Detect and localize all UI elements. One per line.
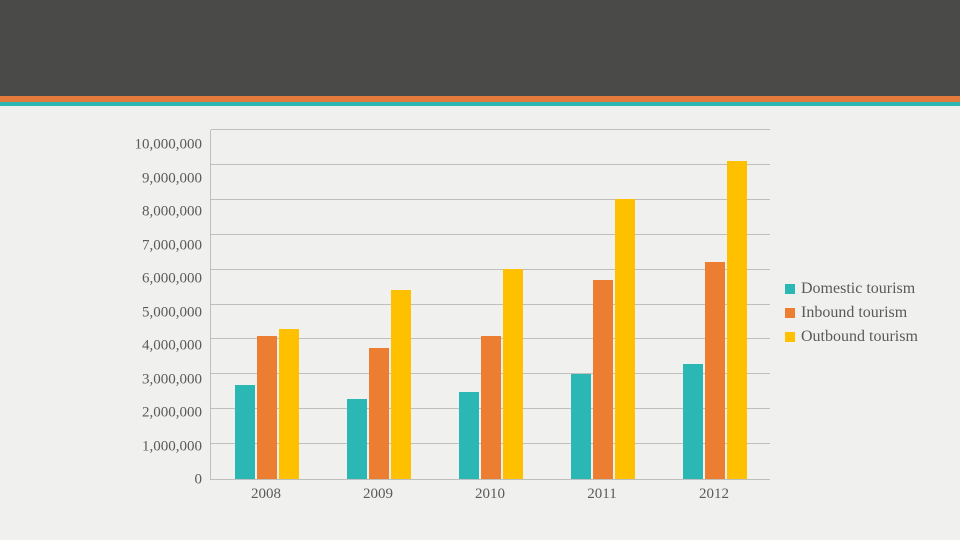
legend-swatch (785, 308, 795, 318)
header-band (0, 0, 960, 102)
y-tick-label: 3,000,000 (142, 372, 202, 387)
legend: Domestic tourism Inbound tourism Outbound … (785, 280, 918, 346)
bar-group (323, 130, 435, 479)
y-tick-label: 9,000,000 (142, 171, 202, 186)
x-axis-labels: 20082009201020112012 (210, 486, 770, 503)
y-tick-label: 8,000,000 (142, 205, 202, 220)
legend-swatch (785, 332, 795, 342)
bar (459, 392, 479, 480)
accent-line (0, 102, 960, 106)
y-tick-label: 5,000,000 (142, 305, 202, 320)
bar (593, 280, 613, 480)
legend-item: Domestic tourism (785, 280, 918, 298)
legend-label: Domestic tourism (801, 280, 915, 298)
legend-item: Inbound tourism (785, 304, 918, 322)
x-tick-label: 2008 (210, 486, 322, 503)
bar (279, 329, 299, 480)
y-tick-label: 1,000,000 (142, 439, 202, 454)
bar (705, 262, 725, 479)
x-tick-label: 2009 (322, 486, 434, 503)
bar (369, 348, 389, 479)
bar (481, 336, 501, 480)
x-tick-label: 2010 (434, 486, 546, 503)
legend-label: Inbound tourism (801, 304, 907, 322)
bar (727, 161, 747, 480)
x-tick-label: 2011 (546, 486, 658, 503)
legend-label: Outbound tourism (801, 328, 918, 346)
bar-group (435, 130, 547, 479)
bar (503, 269, 523, 479)
y-tick-label: 10,000,000 (135, 138, 203, 153)
bar (257, 336, 277, 480)
bar (347, 399, 367, 480)
bar-group (659, 130, 771, 479)
y-tick-label: 6,000,000 (142, 272, 202, 287)
bar (391, 290, 411, 479)
y-tick-label: 2,000,000 (142, 406, 202, 421)
bar-group (547, 130, 659, 479)
bar (615, 199, 635, 479)
y-tick-label: 4,000,000 (142, 339, 202, 354)
y-tick-label: 7,000,000 (142, 238, 202, 253)
tourism-bar-chart: 10,000,000 9,000,000 8,000,000 7,000,000 6,0… (100, 130, 770, 480)
x-tick-label: 2012 (658, 486, 770, 503)
legend-swatch (785, 284, 795, 294)
y-tick-label: 0 (195, 473, 203, 488)
bar (235, 385, 255, 480)
legend-item: Outbound tourism (785, 328, 918, 346)
bar (683, 364, 703, 480)
y-axis: 10,000,000 9,000,000 8,000,000 7,000,000 6,0… (100, 130, 210, 480)
bar-group (211, 130, 323, 479)
bar (571, 374, 591, 479)
plot-area (210, 130, 770, 480)
